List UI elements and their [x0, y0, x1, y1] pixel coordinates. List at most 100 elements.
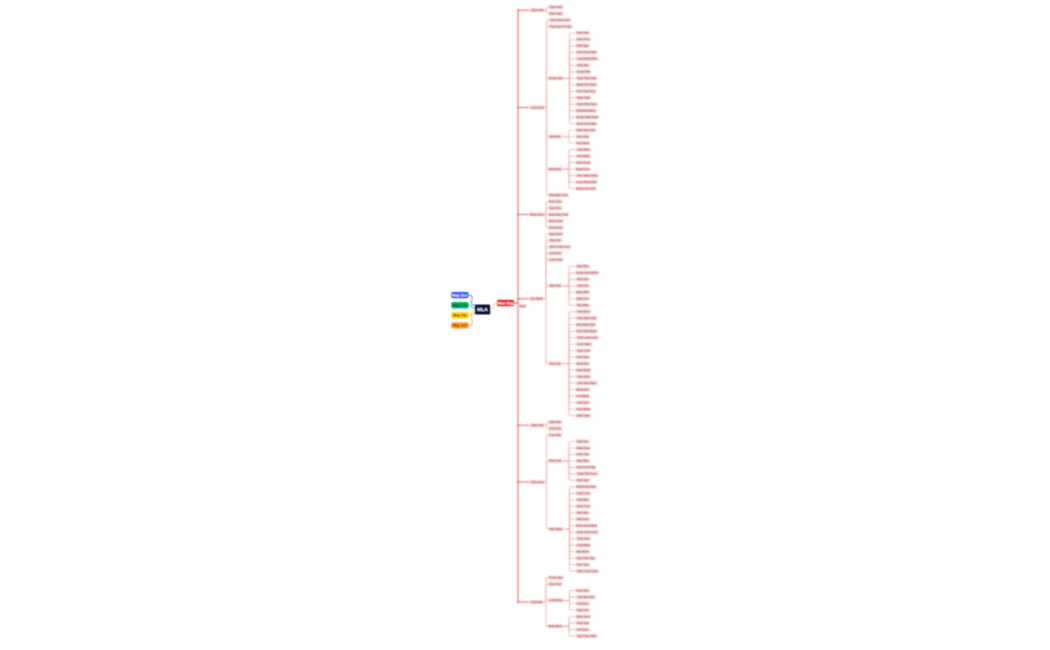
svg-text:Step Mode: Step Mode: [549, 168, 562, 171]
svg-text:Unit Task Topic: Unit Task Topic: [577, 382, 596, 385]
svg-text:Risk Unit: Risk Unit: [577, 278, 588, 281]
svg-text:Main Map: Main Map: [497, 301, 514, 305]
svg-text:Item Plan: Item Plan: [577, 512, 589, 515]
svg-text:Topic Zone: Topic Zone: [531, 481, 545, 484]
svg-text:Flow Point Flow: Flow Point Flow: [577, 51, 596, 54]
svg-text:Level Topic: Level Topic: [577, 343, 591, 346]
svg-text:Part Mode: Part Mode: [531, 298, 544, 301]
svg-text:Level Node: Level Node: [549, 599, 563, 602]
svg-text:Issue Part Issue: Issue Part Issue: [578, 473, 598, 476]
svg-text:Zone Plan: Zone Plan: [549, 434, 561, 437]
svg-text:Issue Mode: Issue Mode: [576, 408, 590, 411]
svg-text:MLA: MLA: [477, 307, 488, 313]
svg-text:Flow Value Value: Flow Value Value: [577, 174, 598, 177]
svg-text:Zone Case: Zone Case: [576, 589, 589, 592]
svg-text:Plan Unit: Plan Unit: [550, 285, 561, 288]
svg-text:Rule Mode Type: Rule Mode Type: [576, 324, 596, 327]
svg-text:Level Task: Level Task: [549, 259, 562, 262]
svg-text:Group Unit: Group Unit: [577, 71, 590, 74]
svg-text:Type Level: Type Level: [577, 349, 590, 352]
svg-text:Topic Risk: Topic Risk: [577, 538, 590, 541]
svg-text:Goal Case: Goal Case: [577, 356, 590, 359]
svg-text:Issue Issue Case: Issue Issue Case: [577, 531, 598, 534]
svg-text:Task Unit: Task Unit: [577, 64, 588, 67]
svg-text:Point Rule Goal: Point Rule Goal: [550, 19, 569, 22]
svg-text:Mode Item: Mode Item: [576, 388, 589, 391]
svg-text:Rule Step: Rule Step: [577, 460, 589, 463]
svg-text:Data Data: Data Data: [549, 421, 561, 424]
svg-text:Topic Level Code: Topic Level Code: [577, 570, 598, 573]
svg-text:Item Unit: Item Unit: [550, 362, 561, 365]
svg-text:Group Issue Name: Group Issue Name: [576, 272, 599, 275]
svg-text:Name Issue: Name Issue: [549, 220, 564, 223]
svg-text:Issue Mode Data: Issue Mode Data: [577, 181, 597, 184]
svg-text:Name Case: Name Case: [576, 168, 590, 171]
svg-text:Risk Mode Goal: Risk Mode Goal: [577, 486, 596, 489]
svg-text:Zone Point Node: Zone Point Node: [577, 330, 597, 333]
svg-text:Unit Type: Unit Type: [577, 401, 589, 404]
svg-text:Part Part Unit: Part Part Unit: [578, 596, 594, 599]
svg-text:Goal Rule: Goal Rule: [577, 499, 589, 502]
svg-text:Plan Step: Plan Step: [577, 304, 589, 307]
svg-text:Type Unit: Type Unit: [577, 609, 588, 612]
svg-text:Node Issue: Node Issue: [549, 226, 563, 229]
svg-text:Type Flow: Type Flow: [549, 207, 561, 210]
svg-text:Root: Root: [520, 305, 526, 308]
svg-text:Case Flow Point: Case Flow Point: [577, 103, 596, 106]
svg-text:Case Part: Case Part: [549, 252, 561, 255]
svg-text:Rule Item: Rule Item: [577, 440, 589, 443]
svg-text:Flow Value Unit: Flow Value Unit: [577, 317, 596, 320]
svg-text:Data Flow: Data Flow: [577, 298, 589, 301]
svg-text:Unit Flow: Unit Flow: [577, 602, 588, 605]
svg-text:Risk Level Level: Risk Level Level: [550, 246, 570, 249]
svg-text:Risk Type: Risk Type: [577, 45, 589, 48]
svg-text:Point Flow: Point Flow: [577, 38, 590, 41]
svg-text:Mode Issue Node: Mode Issue Node: [576, 525, 597, 528]
svg-text:Node Part: Node Part: [577, 362, 589, 365]
svg-text:Risk Part: Risk Part: [550, 135, 561, 138]
svg-text:Data Group: Data Group: [576, 161, 590, 164]
svg-text:Rule Value: Rule Value: [549, 528, 562, 531]
svg-text:Node Issue Step: Node Issue Step: [577, 123, 597, 126]
svg-text:Step Unit: Step Unit: [550, 239, 561, 242]
svg-text:Data Point: Data Point: [550, 233, 563, 236]
svg-text:Topic Rule: Topic Rule: [577, 148, 590, 151]
svg-text:Task Issue: Task Issue: [577, 311, 590, 314]
svg-text:Data Topic: Data Topic: [577, 414, 590, 417]
svg-text:Issue Zone: Issue Zone: [577, 505, 591, 508]
svg-text:Rule Data: Rule Data: [577, 135, 589, 138]
svg-text:Goal Data Name: Goal Data Name: [576, 110, 596, 113]
svg-text:Part Value: Part Value: [577, 155, 590, 158]
svg-text:Name Case: Name Case: [530, 213, 544, 216]
svg-text:Goal Value: Goal Value: [577, 544, 590, 547]
svg-text:Plan Goal: Plan Goal: [577, 518, 589, 521]
svg-text:Item Item: Item Item: [577, 628, 589, 631]
svg-text:Zone Code: Zone Code: [549, 200, 563, 203]
svg-text:Value Mode: Value Mode: [576, 369, 590, 372]
svg-text:Goal Data: Goal Data: [531, 601, 543, 604]
svg-text:Map Sev: Map Sev: [453, 324, 468, 328]
svg-text:Goal Mode: Goal Mode: [576, 395, 589, 398]
svg-text:Data Mode: Data Mode: [576, 551, 589, 554]
svg-text:Task Task: Task Task: [577, 479, 589, 482]
svg-text:Topic Flow Step: Topic Flow Step: [577, 77, 596, 80]
svg-text:Case Task: Case Task: [577, 32, 590, 35]
svg-text:Data Code: Data Code: [549, 460, 562, 463]
svg-text:Group Value Node: Group Value Node: [576, 116, 598, 119]
svg-text:Risk Case Flow: Risk Case Flow: [577, 129, 595, 132]
svg-text:Plan Data-Code: Plan Data-Code: [549, 194, 568, 197]
svg-text:Node Case Case: Node Case Case: [576, 187, 596, 190]
svg-text:Task Task: Task Task: [577, 622, 589, 625]
svg-text:Map One: Map One: [452, 293, 467, 297]
svg-text:Task Topic: Task Topic: [549, 12, 562, 15]
svg-text:Level Point Risk: Level Point Risk: [578, 58, 598, 61]
svg-text:Issue Flow: Issue Flow: [531, 106, 544, 109]
svg-text:Mode Mode: Mode Mode: [548, 625, 562, 628]
svg-text:Name Risk: Name Risk: [576, 291, 589, 294]
svg-text:Group Type: Group Type: [549, 576, 563, 579]
svg-text:Flow Type Goal: Flow Type Goal: [577, 90, 596, 93]
svg-text:Level Zone: Level Zone: [577, 492, 591, 495]
svg-text:Topic Data: Topic Data: [531, 424, 544, 427]
svg-text:Item Data Type: Item Data Type: [577, 557, 595, 560]
svg-text:Type Case: Type Case: [576, 563, 589, 566]
